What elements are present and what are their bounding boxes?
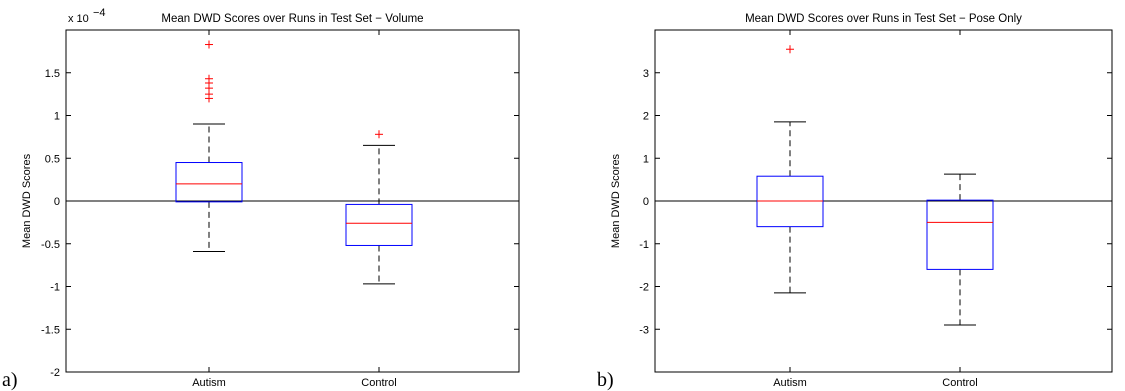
iqr-box [345, 203, 413, 246]
panel-label: a) [2, 369, 18, 391]
outlier-point [786, 45, 794, 54]
y-tick-label: 1.5 [45, 68, 60, 80]
outlier-point [205, 40, 213, 49]
y-tick-label: 2 [643, 111, 649, 123]
y-tick-label: -0.5 [41, 239, 60, 251]
iqr-box [926, 199, 994, 270]
y-tick-label: 0.5 [45, 153, 60, 165]
y-tick-label: 3 [643, 68, 649, 80]
x-tick-label: Control [361, 377, 396, 389]
outlier-point [205, 74, 213, 83]
y-tick-label: -1 [50, 282, 60, 294]
y-tick-label: 1 [643, 153, 649, 165]
scale-factor-exponent: −4 [93, 7, 106, 19]
chart-title: Mean DWD Scores over Runs in Test Set − … [745, 13, 1022, 25]
x-tick-label: Autism [192, 377, 226, 389]
y-tick-label: -1.5 [41, 324, 60, 336]
y-axis-label: Mean DWD Scores [610, 153, 622, 248]
chart-panel-b: -3 -2 -1 0 1 2 3 Mean DWD Scores over Runs in T… [597, 13, 1113, 391]
outlier-point [375, 130, 383, 139]
iqr-box [175, 162, 243, 203]
y-tick-label: 0 [54, 196, 60, 208]
y-tick-label: -2 [639, 282, 649, 294]
y-tick-label: 1 [54, 111, 60, 123]
box-control: Control [345, 30, 413, 389]
x-tick-label: Autism [773, 377, 807, 389]
y-tick-label: 0 [643, 196, 649, 208]
scale-factor-label: x 10 [68, 13, 89, 25]
y-tick-label: -2 [50, 367, 60, 379]
box-autism: Autism [175, 30, 243, 389]
panel-label: b) [597, 369, 614, 391]
box-control: Control [926, 30, 994, 389]
y-tick-label: -3 [639, 324, 649, 336]
chart-panel-a: -2 -1.5 -1 -0.5 0 0.5 1 1.5 Mean DWD Scores over… [2, 7, 520, 391]
box-autism: Autism [756, 30, 824, 389]
y-tick-label: -1 [639, 239, 649, 251]
chart-title: Mean DWD Scores over Runs in Test Set − … [161, 13, 423, 25]
x-tick-label: Control [942, 377, 977, 389]
y-axis-label: Mean DWD Scores [21, 153, 33, 248]
